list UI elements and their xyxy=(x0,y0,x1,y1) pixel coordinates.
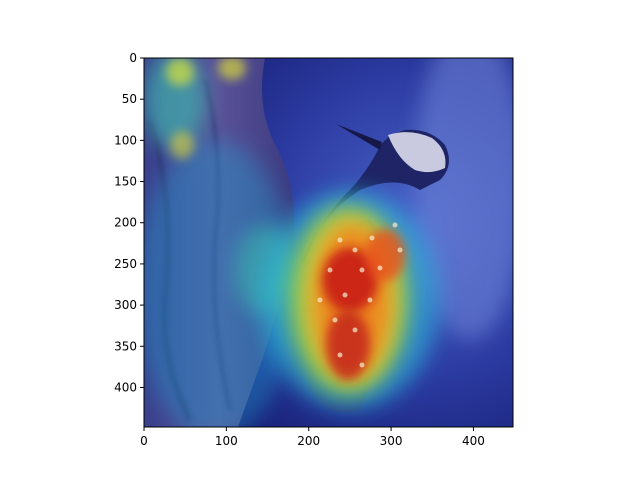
x-tick-label: 100 xyxy=(215,434,238,448)
bird-head-white xyxy=(388,132,446,173)
y-tick-label: 400 xyxy=(114,380,137,394)
y-tick-label: 100 xyxy=(114,133,137,147)
y-tick-label: 0 xyxy=(129,51,137,65)
x-tick-label: 200 xyxy=(297,434,320,448)
top-left-yellow-spot xyxy=(166,58,194,86)
bird-orange-spot xyxy=(365,229,405,281)
y-tick-label: 350 xyxy=(114,339,137,353)
y-tick-label: 300 xyxy=(114,298,137,312)
x-tick-label: 400 xyxy=(462,434,485,448)
y-tick-label: 50 xyxy=(122,92,137,106)
y-tick-label: 150 xyxy=(114,175,137,189)
bird-red-hotspot xyxy=(322,248,378,312)
axes-frame xyxy=(143,57,514,428)
y-axis: 0 50 100 150 200 250 300 350 400 xyxy=(114,51,144,394)
feather-speckles xyxy=(317,222,403,368)
x-tick-label: 0 xyxy=(140,434,148,448)
top-yellow-spot xyxy=(218,58,246,80)
bird-beak xyxy=(336,124,382,150)
top-left-hotspot xyxy=(144,58,207,150)
x-tick-label: 300 xyxy=(380,434,403,448)
cyan-glow-left xyxy=(144,140,295,427)
left-yellow-spot xyxy=(170,131,194,159)
y-tick-label: 200 xyxy=(114,216,137,230)
heatmap-image xyxy=(144,58,513,427)
x-axis: 0 100 200 300 400 xyxy=(140,427,485,448)
activation-overlay xyxy=(144,58,440,427)
y-tick-label: 250 xyxy=(114,257,137,271)
bright-background-band xyxy=(415,58,513,340)
bird-red-hotspot-lower xyxy=(326,310,370,380)
